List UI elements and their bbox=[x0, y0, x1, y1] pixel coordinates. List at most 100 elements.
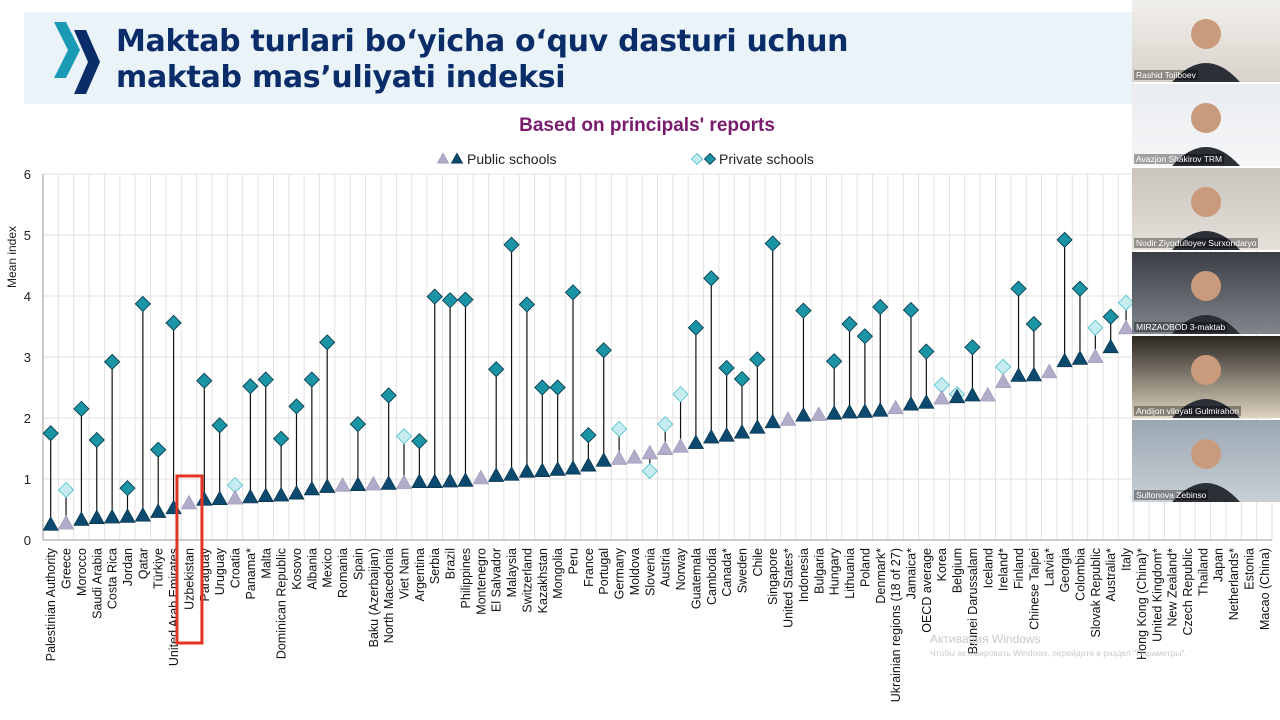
public-school-point bbox=[841, 403, 858, 419]
public-school-point bbox=[995, 373, 1012, 388]
private-school-point bbox=[1102, 308, 1119, 325]
x-tick-label: United States* bbox=[782, 548, 796, 628]
public-school-point bbox=[273, 486, 290, 502]
private-school-point bbox=[687, 319, 705, 336]
lollipop-chart: Based on principals' reports Public scho… bbox=[5, 115, 1273, 702]
public-school-point bbox=[411, 473, 428, 488]
public-school-point bbox=[349, 476, 367, 492]
x-tick-label: Greece bbox=[60, 548, 74, 589]
private-school-point bbox=[657, 415, 674, 433]
x-tick-label: Kosovo bbox=[290, 548, 304, 590]
public-school-point bbox=[242, 488, 259, 504]
private-school-point bbox=[88, 431, 105, 449]
public-school-point bbox=[88, 509, 105, 524]
x-tick-label: Chile bbox=[751, 548, 765, 577]
data-markers bbox=[42, 231, 1135, 531]
x-tick-label: Peru bbox=[567, 548, 581, 574]
participant-tile[interactable]: Nodir Ziyodulloyev Surxondaryo bbox=[1132, 168, 1280, 250]
x-tick-label: Brunei Darussalam bbox=[966, 548, 980, 654]
public-school-point bbox=[104, 508, 121, 524]
participant-tile[interactable]: Rashid Tojiboev bbox=[1132, 0, 1280, 82]
x-tick-label: Guatemala bbox=[689, 548, 703, 609]
participant-name: Sultonova Zebinso bbox=[1134, 490, 1209, 500]
x-tick-label: Chinese Taipei bbox=[1027, 548, 1041, 630]
public-school-point bbox=[365, 475, 382, 491]
x-tick-label: OECD average bbox=[920, 548, 934, 633]
participant-name: Nodir Ziyodulloyev Surxondaryo bbox=[1134, 238, 1259, 248]
chart-legend: Public schools Private schools bbox=[436, 151, 814, 167]
x-tick-label: Kazakhstan bbox=[536, 548, 550, 613]
public-school-point bbox=[395, 474, 413, 490]
private-school-point bbox=[795, 302, 812, 319]
public-school-point bbox=[134, 506, 151, 522]
x-tick-label: Brazil bbox=[444, 548, 458, 579]
person-icon bbox=[1132, 336, 1280, 418]
x-tick-label: Bulgaria bbox=[812, 548, 826, 594]
x-tick-label: Lithuania bbox=[843, 548, 857, 599]
x-tick-label: Estonia bbox=[1242, 548, 1256, 590]
public-school-point bbox=[150, 503, 167, 518]
x-tick-label: Thailand bbox=[1196, 548, 1210, 596]
private-school-point bbox=[457, 291, 474, 308]
public-school-point bbox=[872, 402, 889, 417]
private-school-point bbox=[1071, 280, 1089, 297]
public-school-point bbox=[1010, 367, 1027, 382]
x-tick-label: Qatar bbox=[136, 548, 150, 579]
x-tick-label: Jordan bbox=[121, 548, 135, 586]
public-school-point bbox=[334, 477, 351, 492]
public-school-point bbox=[964, 386, 981, 402]
private-school-point bbox=[411, 433, 428, 450]
private-school-point bbox=[103, 353, 121, 371]
x-tick-label: Hong Kong (China)* bbox=[1135, 548, 1149, 660]
x-tick-label: Costa Rica bbox=[106, 548, 120, 609]
x-tick-label: Malta bbox=[259, 548, 273, 579]
public-school-point bbox=[211, 490, 228, 506]
person-icon bbox=[1132, 420, 1280, 502]
private-school-point bbox=[150, 441, 167, 458]
participant-tile[interactable]: Avazjon Shakirov TRM bbox=[1132, 84, 1280, 166]
participant-name: Avazjon Shakirov TRM bbox=[1134, 154, 1225, 164]
private-school-point bbox=[57, 481, 75, 499]
x-tick-label: Switzerland bbox=[520, 548, 534, 613]
x-tick-label: Croatia bbox=[229, 548, 243, 588]
private-school-point bbox=[165, 314, 182, 331]
x-tick-label: Germany bbox=[613, 547, 627, 599]
public-school-point bbox=[549, 461, 566, 476]
public-school-point bbox=[795, 406, 812, 422]
private-school-point bbox=[595, 342, 612, 359]
public-school-point bbox=[580, 456, 597, 472]
x-tick-label: North Macedonia bbox=[382, 548, 396, 643]
slide-title-line-1: Maktab turlari bo‘yicha o‘quv dasturi uc… bbox=[116, 24, 849, 59]
private-school-point bbox=[856, 328, 874, 345]
private-school-point bbox=[119, 480, 136, 497]
private-school-point bbox=[1117, 294, 1135, 311]
private-school-point bbox=[395, 428, 413, 445]
y-axis-label: Mean index bbox=[5, 226, 19, 288]
x-tick-label: Mexico bbox=[321, 548, 335, 588]
private-school-point bbox=[918, 343, 935, 360]
participant-tile[interactable]: Sultonova Zebinso bbox=[1132, 420, 1280, 502]
private-school-point bbox=[380, 387, 397, 404]
x-tick-label: Belgium bbox=[951, 548, 965, 593]
x-tick-label: Colombia bbox=[1073, 548, 1087, 601]
y-tick-label: 6 bbox=[24, 167, 31, 182]
private-school-point bbox=[1056, 231, 1073, 249]
public-school-point bbox=[703, 428, 720, 444]
public-school-point bbox=[810, 406, 827, 421]
x-tick-label: Baku (Azerbaijan) bbox=[367, 548, 381, 647]
public-school-point bbox=[42, 516, 59, 531]
x-tick-label: Argentina bbox=[413, 548, 427, 602]
x-tick-label: Palestinian Authority bbox=[44, 547, 58, 661]
x-tick-label: Slovak Republic bbox=[1089, 548, 1103, 638]
public-school-point bbox=[196, 491, 213, 506]
participant-name: Andijon viloyati Gulmirahon bbox=[1134, 406, 1241, 416]
x-tick-label: Viet Nam bbox=[398, 548, 412, 599]
participant-tile[interactable]: MIRZAOBOD 3-maktab bbox=[1132, 252, 1280, 334]
participant-tile[interactable]: Andijon viloyati Gulmirahon bbox=[1132, 336, 1280, 418]
private-school-point bbox=[703, 270, 720, 287]
private-school-point bbox=[303, 371, 320, 388]
x-tick-label: Iceland bbox=[981, 548, 995, 588]
x-tick-label: Albania bbox=[305, 548, 319, 590]
x-tick-label: Spain bbox=[351, 548, 365, 580]
oecd-logo-icon bbox=[54, 22, 100, 94]
